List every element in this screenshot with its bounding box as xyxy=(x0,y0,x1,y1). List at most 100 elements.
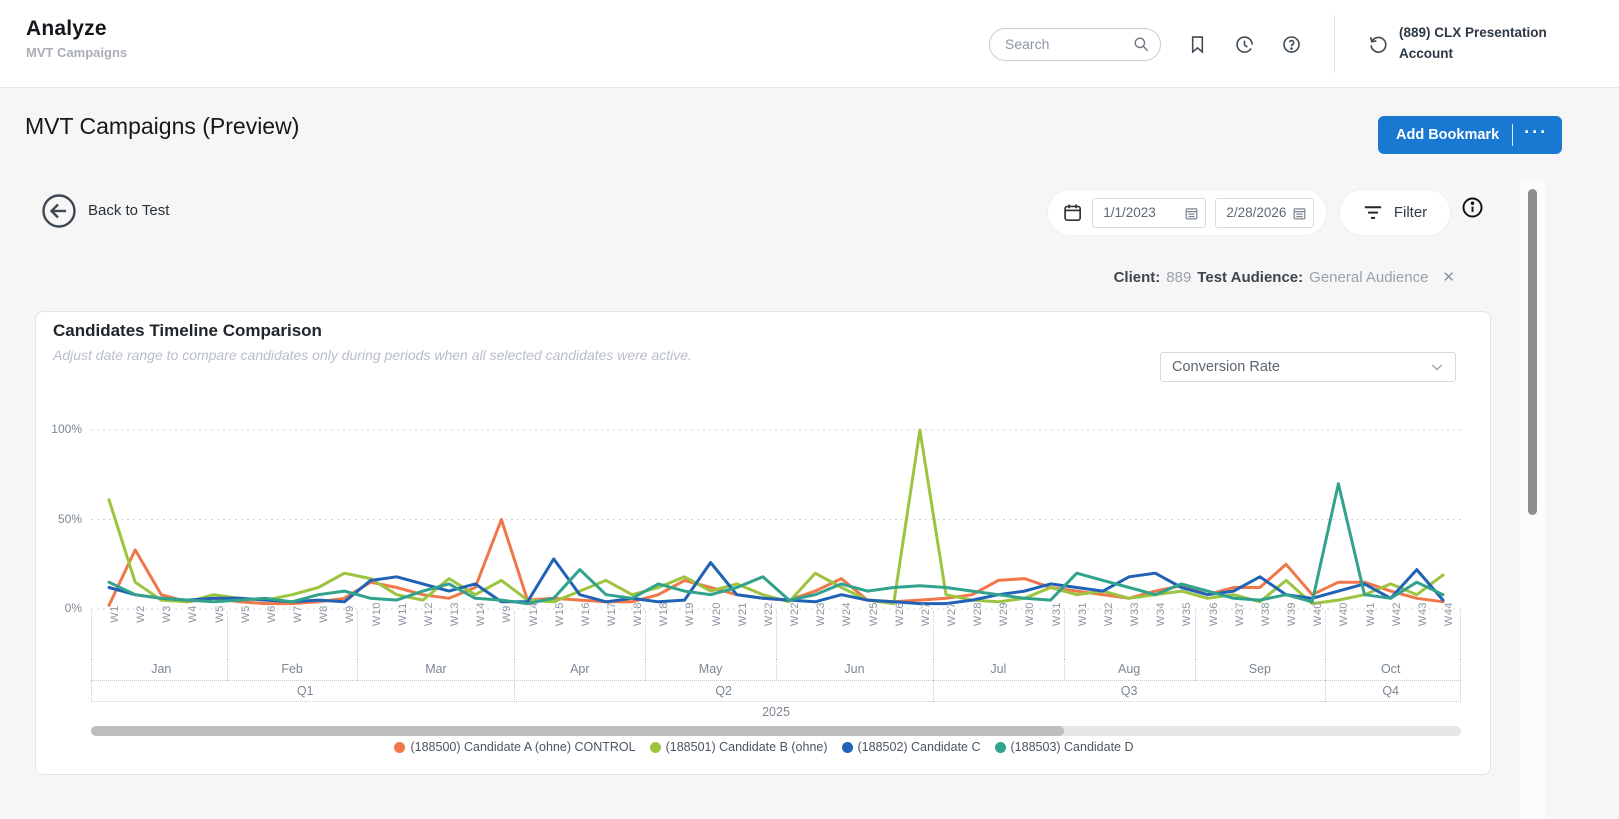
date-range-picker xyxy=(1048,190,1326,235)
week-tick-label: W42 xyxy=(1390,601,1403,627)
week-tick-label: W3 xyxy=(161,605,174,623)
week-tick-label: W31 xyxy=(1050,601,1063,627)
back-to-test-link[interactable]: Back to Test xyxy=(88,202,170,219)
quarter-separator xyxy=(932,681,934,702)
brand: Analyze MVT Campaigns xyxy=(26,17,127,60)
month-separator xyxy=(1460,611,1461,659)
legend-dot-icon xyxy=(841,741,853,753)
legend-item[interactable]: (188500) Candidate A (ohne) CONTROL xyxy=(394,740,636,754)
legend-label: (188502) Candidate C xyxy=(857,740,981,754)
search-input[interactable] xyxy=(989,27,1161,61)
axis-group-label: Jun xyxy=(844,662,865,676)
axis-group-label: Oct xyxy=(1380,662,1401,676)
legend-item[interactable]: (188502) Candidate C xyxy=(841,740,981,754)
date-from-input[interactable] xyxy=(1093,205,1180,220)
info-icon[interactable] xyxy=(1461,196,1484,219)
legend-item[interactable]: (188503) Candidate D xyxy=(994,740,1134,754)
quarter-labels-row: Q1 Q2 Q3 Q4 xyxy=(91,681,1461,702)
week-tick-label: W5 xyxy=(213,605,226,623)
axis-group-label: Sep xyxy=(1248,662,1272,676)
series-line xyxy=(107,518,1445,607)
metric-dropdown[interactable]: Conversion Rate xyxy=(1160,352,1456,382)
search-box[interactable] xyxy=(989,27,1161,61)
week-tick-label: W44 xyxy=(1443,601,1455,627)
y-tick-label: 100% xyxy=(51,422,82,436)
chevron-down-icon xyxy=(1429,359,1445,375)
add-bookmark-button[interactable]: Add Bookmark ··· xyxy=(1378,116,1563,154)
remove-filter-icon[interactable]: ✕ xyxy=(1442,269,1455,286)
week-tick-label: W29 xyxy=(998,601,1011,627)
month-separator xyxy=(226,659,228,681)
help-icon[interactable] xyxy=(1281,34,1302,55)
bookmark-icon[interactable] xyxy=(1187,34,1208,55)
week-tick-label: W34 xyxy=(1155,601,1168,627)
metric-dropdown-value: Conversion Rate xyxy=(1172,359,1280,375)
account-switcher[interactable]: (889) CLX Presentation Account xyxy=(1367,23,1559,65)
mini-calendar-icon[interactable] xyxy=(1292,206,1307,221)
date-from-field[interactable] xyxy=(1092,197,1207,228)
week-tick-label: W27 xyxy=(919,601,932,627)
year-label-row: 2025 xyxy=(91,702,1461,722)
week-tick-label: W41 xyxy=(1364,601,1377,627)
month-separator xyxy=(645,659,647,681)
quarter-separator xyxy=(91,681,92,702)
client-label: Client: xyxy=(1113,268,1161,286)
chart-horizontal-scrollbar[interactable] xyxy=(91,726,1461,736)
week-tick-label: W24 xyxy=(841,601,854,627)
legend-dot-icon xyxy=(994,741,1006,753)
week-tick-label: W26 xyxy=(893,601,906,627)
week-tick-label: W9 xyxy=(501,605,514,623)
mini-calendar-icon[interactable] xyxy=(1184,206,1199,221)
horizontal-scrollbar-thumb[interactable] xyxy=(91,726,1064,736)
audience-value: General Audience xyxy=(1309,268,1429,286)
back-arrow-icon[interactable] xyxy=(41,193,77,229)
button-divider xyxy=(1512,124,1514,146)
month-separator xyxy=(357,659,359,681)
quarter-separator xyxy=(1460,681,1461,702)
quarter-separator xyxy=(514,681,516,702)
month-separator xyxy=(776,659,777,681)
month-separator xyxy=(1063,659,1065,681)
history-clock-icon[interactable] xyxy=(1234,34,1255,55)
more-options-icon[interactable]: ··· xyxy=(1524,122,1549,142)
axis-group-label: Apr xyxy=(570,662,590,676)
month-separator xyxy=(514,659,516,681)
legend-dot-icon xyxy=(649,741,661,753)
header-actions: (889) CLX Presentation Account xyxy=(989,0,1559,88)
month-separator xyxy=(226,611,228,659)
vertical-scrollbar-thumb[interactable] xyxy=(1528,189,1537,515)
axis-group-label: May xyxy=(698,662,723,676)
date-to-input[interactable] xyxy=(1216,205,1287,220)
filter-button[interactable]: Filter xyxy=(1340,190,1450,235)
week-tick-label: W15 xyxy=(553,601,566,627)
week-tick-label: W17 xyxy=(605,601,618,627)
week-tick-label: W14 xyxy=(527,601,540,627)
header-divider xyxy=(1334,15,1335,73)
week-tick-label: W18 xyxy=(632,601,645,627)
week-tick-label: W37 xyxy=(1233,601,1246,627)
axis-group-label: Aug xyxy=(1117,662,1141,676)
page-title: MVT Campaigns (Preview) xyxy=(25,113,300,139)
week-tick-label: W38 xyxy=(1259,601,1272,627)
week-tick-label: W33 xyxy=(1129,601,1142,627)
week-tick-label: W18 xyxy=(658,601,671,627)
axis-group-label: Jan xyxy=(151,662,172,676)
month-separator xyxy=(1325,659,1327,681)
chart-canvas xyxy=(91,428,1461,610)
date-to-field[interactable] xyxy=(1215,197,1314,228)
month-separator xyxy=(776,611,777,659)
legend-item[interactable]: (188501) Candidate B (ohne) xyxy=(649,740,828,754)
week-tick-label: W19 xyxy=(684,601,697,627)
week-tick-label: W35 xyxy=(1181,601,1194,627)
week-tick-label: W22 xyxy=(789,601,802,627)
series-line xyxy=(107,557,1445,606)
active-filters-chip: Client: 889 Test Audience: General Audie… xyxy=(1113,268,1455,287)
page-vertical-scrollbar[interactable] xyxy=(1520,181,1546,819)
week-tick-label: W8 xyxy=(318,605,331,623)
week-tick-label: W16 xyxy=(579,601,592,627)
week-tick-label: W11 xyxy=(396,602,409,626)
month-separator xyxy=(1063,611,1065,659)
y-tick-label: 50% xyxy=(57,511,82,526)
year-label: 2025 xyxy=(762,705,790,719)
week-labels-row: W1 W2 W3 W4 W5 W5 W6 W7 W8 W9 W10 W11 W12 W13 W14 W9 W14… xyxy=(91,602,1461,659)
